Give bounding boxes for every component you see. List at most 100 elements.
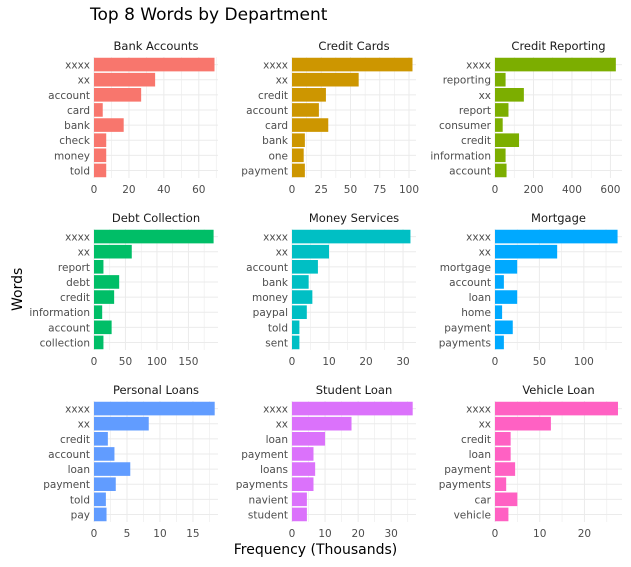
facet-title: Credit Reporting <box>511 39 605 53</box>
bar <box>292 148 304 163</box>
bar <box>495 72 506 87</box>
bar <box>495 477 507 491</box>
x-tick-label: 0 <box>492 356 499 368</box>
category-label: xxxx <box>466 404 491 416</box>
x-tick-label: 0 <box>492 184 499 196</box>
bar <box>292 320 300 335</box>
bar <box>94 118 124 132</box>
category-label: told <box>70 165 90 177</box>
x-tick-label: 50 <box>119 356 132 368</box>
category-label: credit <box>60 292 90 304</box>
category-label: one <box>268 150 288 162</box>
category-label: car <box>474 494 491 506</box>
category-label: xxxx <box>466 232 491 244</box>
category-label: information <box>430 150 491 162</box>
bar <box>495 432 511 446</box>
category-label: money <box>252 292 288 304</box>
bar <box>94 401 215 416</box>
facet-title: Personal Loans <box>113 383 199 397</box>
facet-title: Money Services <box>309 211 399 225</box>
category-label: xx <box>78 419 90 431</box>
x-tick-label: 50 <box>344 184 357 196</box>
bar <box>292 432 326 446</box>
category-label: loan <box>266 434 288 446</box>
x-tick-label: 10 <box>322 356 335 368</box>
category-label: reporting <box>443 75 491 87</box>
bar <box>495 335 504 350</box>
bar <box>495 244 558 259</box>
category-label: xxxx <box>263 404 288 416</box>
bar <box>495 57 616 72</box>
category-label: payment <box>43 479 90 491</box>
bar <box>292 462 316 476</box>
bar <box>94 416 149 431</box>
x-tick-label: 400 <box>562 184 582 196</box>
x-tick-label: 20 <box>359 356 372 368</box>
bar <box>94 290 115 304</box>
bar <box>292 229 411 244</box>
x-tick-label: 10 <box>318 528 331 540</box>
x-tick-label: 20 <box>122 184 135 196</box>
bar <box>495 492 518 507</box>
bar <box>94 447 115 461</box>
bar <box>94 229 214 244</box>
x-tick-label: 40 <box>157 184 170 196</box>
x-tick-label: 10 <box>153 528 166 540</box>
x-tick-label: 0 <box>91 184 98 196</box>
category-label: collection <box>40 337 90 349</box>
bar <box>292 305 307 319</box>
bar <box>94 507 107 522</box>
x-tick-label: 15 <box>186 528 199 540</box>
bar <box>94 335 104 350</box>
bar <box>94 477 116 491</box>
bar <box>94 133 107 147</box>
facet-title: Vehicle Loan <box>522 383 594 397</box>
bar <box>292 244 330 259</box>
bar <box>495 118 503 132</box>
category-label: xx <box>78 247 90 259</box>
x-tick-label: 100 <box>574 356 594 368</box>
category-label: payments <box>236 479 288 491</box>
bar <box>292 88 326 102</box>
facet-title: Credit Cards <box>318 39 389 53</box>
category-label: bank <box>64 120 91 132</box>
category-label: loans <box>260 464 288 476</box>
category-label: account <box>449 165 491 177</box>
facet-title: Debt Collection <box>112 211 200 225</box>
category-label: xxxx <box>263 60 288 72</box>
x-tick-label: 200 <box>523 184 543 196</box>
facet-title: Bank Accounts <box>114 39 199 53</box>
bar <box>292 133 305 147</box>
bar <box>495 148 506 163</box>
category-label: bank <box>262 277 289 289</box>
bar <box>292 335 300 350</box>
x-tick-label: 0 <box>289 528 296 540</box>
x-tick-label: 0 <box>289 184 296 196</box>
bar <box>94 305 103 319</box>
x-tick-label: 20 <box>351 528 364 540</box>
bar <box>94 88 142 102</box>
bar <box>495 275 504 289</box>
bar <box>94 103 103 117</box>
bar <box>292 260 318 274</box>
category-label: loan <box>469 449 491 461</box>
bar <box>94 432 108 446</box>
category-label: told <box>268 322 288 334</box>
bar <box>94 244 132 259</box>
category-label: mortgage <box>440 262 491 274</box>
category-label: xxxx <box>65 404 90 416</box>
bar <box>495 133 520 147</box>
bar <box>495 401 618 416</box>
x-tick-label: 60 <box>192 184 205 196</box>
category-label: account <box>48 322 90 334</box>
x-axis-label: Frequency (Thousands) <box>233 542 398 558</box>
category-label: account <box>246 262 288 274</box>
bar <box>292 290 313 304</box>
category-label: xx <box>78 75 90 87</box>
category-label: account <box>246 105 288 117</box>
bar <box>495 103 509 117</box>
bar <box>94 72 156 87</box>
bar <box>94 148 107 163</box>
category-label: sent <box>265 337 288 349</box>
